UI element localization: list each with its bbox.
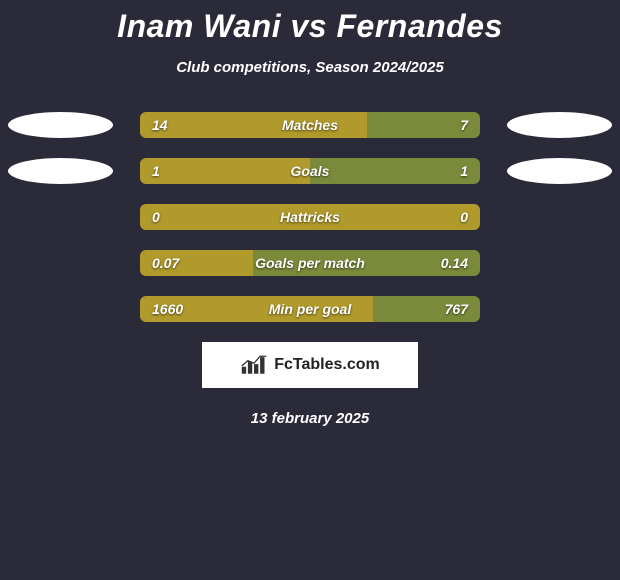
- stat-value-left: 0.07: [152, 255, 179, 271]
- stat-value-right: 767: [445, 301, 468, 317]
- footer-date: 13 february 2025: [0, 410, 620, 427]
- player-right-marker: [507, 112, 612, 138]
- stat-value-right: 7: [460, 117, 468, 133]
- stat-bar-left: [140, 158, 310, 184]
- player-right-marker: [507, 158, 612, 184]
- footer-logo: FcTables.com: [202, 342, 418, 388]
- stat-row: Goals 1 1: [0, 158, 620, 184]
- player-left-marker: [8, 158, 113, 184]
- stat-row: Hattricks 0 0: [0, 204, 620, 230]
- stat-label: Hattricks: [280, 209, 340, 225]
- player-left-marker: [8, 112, 113, 138]
- stat-label: Goals: [291, 163, 330, 179]
- stats-block: Matches 14 7 Goals 1 1 Hattricks 0 0 Goals per ma…: [0, 112, 620, 322]
- stat-label: Min per goal: [269, 301, 351, 317]
- stat-value-left: 1: [152, 163, 160, 179]
- stat-value-left: 0: [152, 209, 160, 225]
- stat-value-left: 14: [152, 117, 168, 133]
- stat-label: Goals per match: [255, 255, 365, 271]
- comparison-infographic: Inam Wani vs Fernandes Club competitions…: [0, 0, 620, 427]
- stat-row: Goals per match 0.07 0.14: [0, 250, 620, 276]
- stat-bar-right: [310, 158, 480, 184]
- footer-logo-text: FcTables.com: [274, 356, 380, 374]
- chart-icon: [240, 354, 268, 376]
- page-title: Inam Wani vs Fernandes: [0, 8, 620, 45]
- stat-value-left: 1660: [152, 301, 183, 317]
- stat-label: Matches: [282, 117, 338, 133]
- stat-value-right: 1: [460, 163, 468, 179]
- stat-row: Min per goal 1660 767: [0, 296, 620, 322]
- stat-value-right: 0.14: [441, 255, 468, 271]
- stat-row: Matches 14 7: [0, 112, 620, 138]
- subtitle: Club competitions, Season 2024/2025: [0, 59, 620, 76]
- stat-value-right: 0: [460, 209, 468, 225]
